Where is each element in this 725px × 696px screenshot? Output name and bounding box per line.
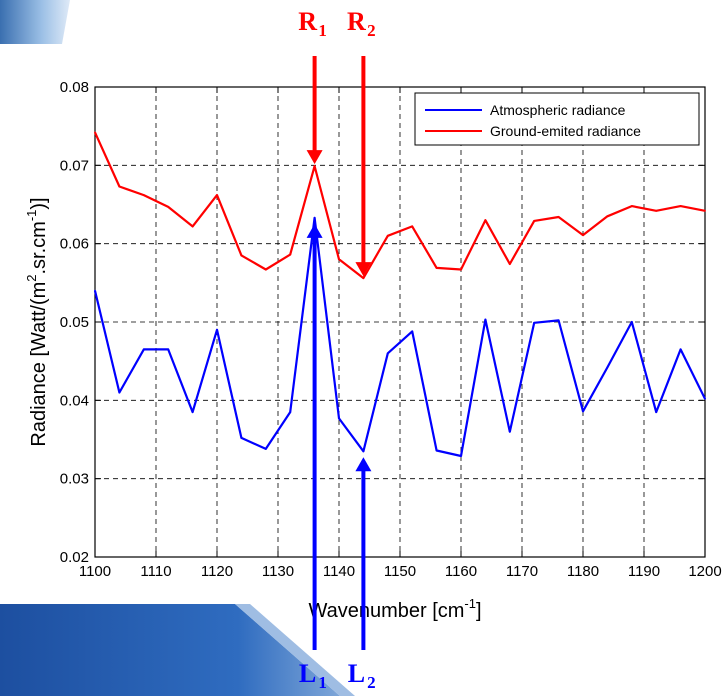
x-tick-label: 1120 <box>201 563 233 580</box>
point-atmospheric <box>484 318 487 321</box>
x-tick-label: 1150 <box>384 563 416 580</box>
point-atmospheric <box>313 216 316 219</box>
point-ground <box>435 267 438 269</box>
grid-layer <box>95 87 705 557</box>
point-atmospheric <box>557 319 560 322</box>
point-ground <box>142 194 145 197</box>
x-tick-label: 1130 <box>262 563 294 580</box>
point-atmospheric <box>289 411 292 413</box>
x-tick-label: 1180 <box>567 563 599 580</box>
point-atmospheric <box>240 437 243 439</box>
point-atmospheric <box>435 449 438 452</box>
point-ground <box>630 205 633 208</box>
x-tick-label: 1190 <box>628 563 660 580</box>
point-ground <box>679 205 682 208</box>
point-ground <box>94 131 96 134</box>
marker-label-r2: R <box>347 7 366 36</box>
arrow-l2-head <box>355 457 372 472</box>
y-ticks: 0.02 0.03 0.04 0.05 0.06 0.07 0.08 <box>60 79 705 566</box>
point-atmospheric <box>142 348 145 351</box>
point-atmospheric <box>386 352 389 355</box>
marker-label-l1: L <box>299 659 316 688</box>
x-tick-label: 1140 <box>323 563 355 580</box>
y-tick-label: 0.07 <box>60 157 89 174</box>
point-ground <box>191 225 194 228</box>
y-tick-label: 0.08 <box>60 79 89 96</box>
x-axis-label: Wavenumber [cm-1] <box>308 596 481 622</box>
point-atmospheric <box>704 397 706 400</box>
legend-box <box>414 92 700 146</box>
point-atmospheric <box>338 417 340 420</box>
series-line-atmospheric <box>93 216 706 458</box>
point-ground <box>557 216 560 218</box>
point-atmospheric <box>411 330 414 333</box>
point-ground <box>508 263 511 265</box>
point-ground <box>655 209 658 212</box>
point-ground <box>264 268 267 271</box>
series-line-ground <box>93 131 706 280</box>
point-ground <box>606 215 609 218</box>
marker-sub-r1: 1 <box>318 21 327 40</box>
point-atmospheric <box>533 321 536 324</box>
point-ground <box>582 234 584 237</box>
marker-sub-l1: 1 <box>318 673 327 692</box>
point-atmospheric <box>508 430 511 433</box>
point-atmospheric <box>362 450 365 453</box>
point-atmospheric <box>118 391 121 394</box>
point-ground <box>338 258 340 261</box>
point-ground <box>362 277 365 279</box>
arrow-r1-head <box>306 150 323 165</box>
x-tick-label: 1110 <box>140 563 171 580</box>
point-ground <box>460 268 462 271</box>
legend: Atmospheric radiance Ground-emited radia… <box>414 92 700 146</box>
point-ground <box>533 220 536 222</box>
point-atmospheric <box>94 289 96 292</box>
y-tick-label: 0.05 <box>60 314 89 331</box>
legend-label-ground: Ground-emited radiance <box>490 123 641 139</box>
point-atmospheric <box>264 448 267 450</box>
point-atmospheric <box>191 411 194 413</box>
point-ground <box>216 194 218 197</box>
y-tick-label: 0.02 <box>60 549 89 566</box>
y-tick-label: 0.03 <box>60 471 89 488</box>
point-atmospheric <box>655 411 658 413</box>
y-axis-label: Radiance [Watt/(m2.sr.cm-1)] <box>24 197 50 446</box>
point-ground <box>386 234 389 237</box>
point-atmospheric <box>216 328 218 331</box>
point-atmospheric <box>167 348 170 351</box>
arrow-l1-head <box>306 223 323 238</box>
marker-label-r1: R <box>298 7 317 36</box>
point-ground <box>289 253 292 256</box>
point-atmospheric <box>582 410 584 413</box>
y-tick-label: 0.06 <box>60 236 89 253</box>
point-ground <box>167 206 170 208</box>
point-ground <box>484 219 487 222</box>
arrow-r2-head <box>355 262 372 277</box>
point-ground <box>118 185 121 188</box>
x-tick-label: 1200 <box>688 563 721 580</box>
x-ticks: 1100 1110 1120 1130 1140 1150 1160 1170 1180 1190… <box>79 87 722 580</box>
x-tick-label: 1100 <box>79 563 111 580</box>
marker-sub-l2: 2 <box>367 673 376 692</box>
point-ground <box>704 209 706 212</box>
marker-label-l2: L <box>348 659 365 688</box>
point-atmospheric <box>679 348 682 351</box>
series-layer <box>93 131 706 458</box>
y-tick-label: 0.04 <box>60 392 89 409</box>
marker-sub-r2: 2 <box>367 21 376 40</box>
point-atmospheric <box>630 321 633 323</box>
x-tick-label: 1170 <box>506 563 538 580</box>
x-tick-label: 1160 <box>445 563 477 580</box>
annotation-layer: R 1 R 2L 1 L 2 <box>298 7 375 692</box>
point-atmospheric <box>460 455 462 457</box>
point-ground <box>313 165 316 168</box>
point-atmospheric <box>606 366 609 369</box>
point-ground <box>411 225 414 228</box>
point-ground <box>240 254 243 257</box>
legend-label-atmospheric: Atmospheric radiance <box>490 102 626 118</box>
